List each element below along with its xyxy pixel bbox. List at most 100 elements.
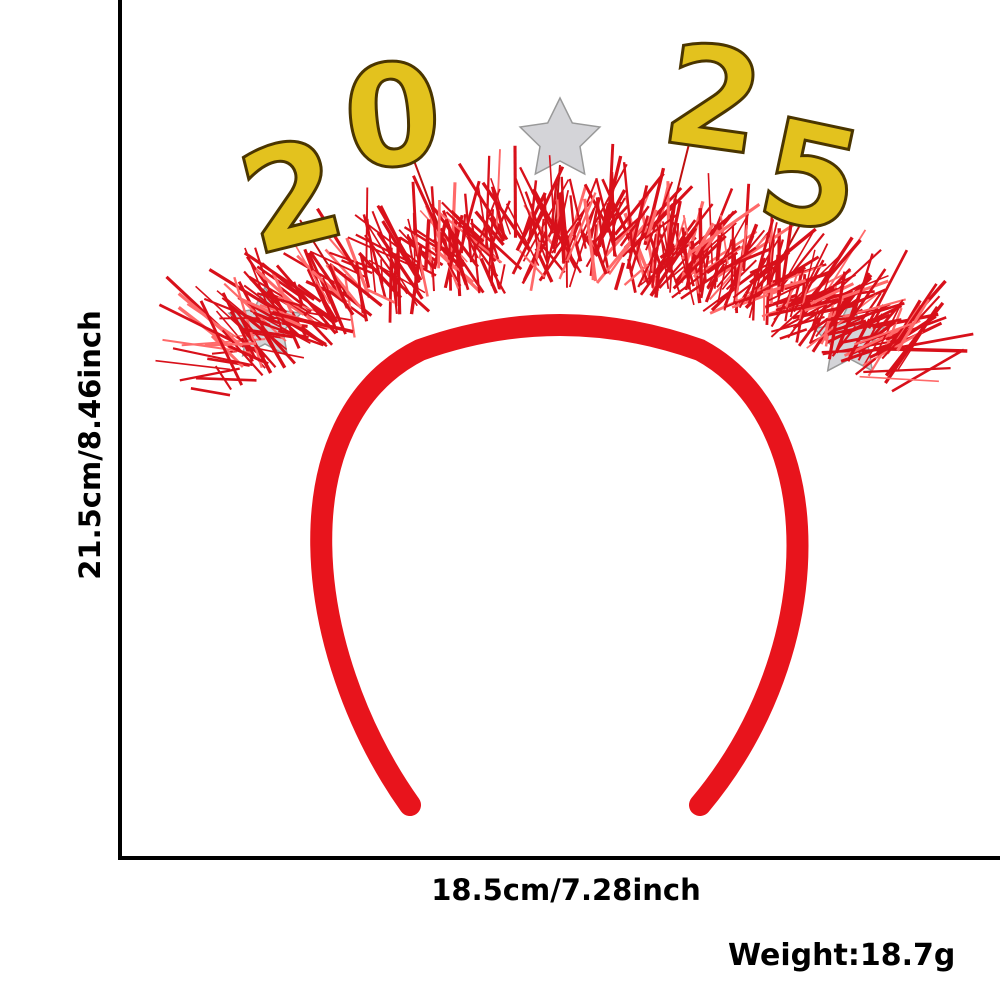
tinsel-strand (479, 257, 498, 294)
tinsel-strand (324, 248, 364, 292)
tinsel-strand (799, 238, 862, 311)
tinsel-strand (430, 186, 438, 253)
tinsel-strand (779, 328, 808, 340)
tinsel-strand (172, 347, 253, 367)
digit: 2 (225, 106, 359, 288)
tinsel-strand (809, 282, 855, 306)
width-axis-line (118, 856, 1000, 860)
tinsel-strand (347, 236, 418, 269)
tinsel-strand (797, 318, 820, 347)
tinsel-strand (608, 241, 633, 275)
tinsel-strand (444, 218, 462, 261)
tinsel-strand (831, 325, 857, 357)
tinsel-strand (671, 245, 741, 299)
tinsel-strand (260, 328, 287, 369)
tinsel-strand (553, 190, 570, 254)
digit: 5 (746, 87, 875, 267)
tinsel-strand (780, 206, 795, 293)
tinsel-strand (694, 222, 715, 256)
width-dimension-label: 18.5cm/7.28inch (431, 873, 701, 907)
tinsel-strand (806, 294, 877, 349)
tinsel-strand (240, 327, 294, 339)
tinsel-strand (623, 263, 649, 286)
tinsel-strand (359, 255, 371, 289)
tinsel-strand (415, 240, 438, 257)
tinsel-strand (423, 219, 431, 271)
tinsel-strand (798, 284, 809, 320)
tinsel-strand (256, 265, 333, 320)
tinsel-strand (343, 273, 356, 338)
tinsel-strand (529, 241, 541, 292)
tinsel-strand (284, 226, 331, 305)
tinsel-strand (534, 247, 554, 283)
tinsel-strand (155, 359, 231, 371)
tinsel-strand (734, 225, 749, 302)
tinsel-strand (591, 239, 608, 275)
tinsel-strand (511, 207, 547, 275)
tinsel-strand (203, 297, 271, 327)
tinsel-strand (863, 366, 951, 374)
tinsel-strand (764, 293, 798, 309)
tinsel-strand (702, 249, 707, 283)
tinsel-strand (822, 312, 832, 341)
tinsel-strand (297, 283, 322, 303)
tinsel-strand (322, 277, 346, 331)
tinsel-strand (355, 261, 365, 314)
tinsel-strand (894, 283, 938, 345)
tinsel-strand (896, 298, 930, 352)
tinsel-strand (195, 285, 249, 335)
tinsel-strand (474, 210, 505, 246)
tinsel-strand (648, 255, 667, 282)
tinsel-strand (364, 287, 396, 304)
tinsel-strand (827, 318, 902, 336)
tinsel-strand (243, 251, 316, 301)
tinsel-strand (765, 268, 771, 325)
tinsel-strand (852, 253, 874, 317)
tinsel-strand (548, 155, 556, 242)
tinsel-strand (854, 357, 877, 376)
tinsel-strand (605, 200, 614, 233)
tinsel-strand (252, 311, 283, 326)
tinsel-strand (681, 203, 761, 260)
tinsel-strand (654, 264, 662, 298)
tinsel-strand (539, 242, 566, 274)
tinsel-strand (859, 292, 882, 324)
tinsel-strand (884, 301, 945, 377)
tinsel-strand (447, 262, 462, 287)
tinsel-strand (706, 263, 726, 290)
tinsel-strand (485, 155, 491, 250)
tinsel-strand (576, 207, 595, 246)
tinsel-strand (771, 316, 825, 333)
tinsel-strand (558, 192, 566, 264)
tinsel-strand (378, 265, 431, 313)
tinsel-strand (827, 271, 847, 360)
tinsel-strand (470, 188, 501, 262)
tinsel-strand (513, 145, 518, 238)
tinsel-strand (651, 224, 662, 288)
weight-label: Weight:18.7g (728, 938, 956, 973)
tinsel-strand (629, 215, 649, 274)
tinsel-strand (723, 262, 742, 311)
tinsel-strand (551, 201, 592, 254)
digit: 2 (654, 13, 773, 188)
tinsel-strand (256, 292, 303, 308)
tinsel-strand (687, 222, 737, 268)
tinsel-strand (583, 183, 617, 243)
tinsel-strand (648, 233, 657, 280)
tinsel-strand (271, 271, 293, 314)
tinsel-strand (603, 224, 633, 258)
tinsel-strand (584, 163, 628, 243)
tinsel-strand (674, 217, 686, 249)
tinsel-strand (214, 365, 232, 391)
tinsel-strand (859, 375, 939, 383)
tinsel-strand (328, 263, 383, 307)
tinsel-strand (762, 278, 807, 295)
tinsel-strand (469, 221, 523, 271)
tinsel-strand (204, 342, 257, 347)
tinsel-strand (768, 273, 823, 302)
tinsel-strand (431, 260, 435, 292)
tinsel-strand (613, 262, 626, 291)
tinsel-strand (569, 195, 577, 241)
tinsel-strand (233, 276, 263, 369)
